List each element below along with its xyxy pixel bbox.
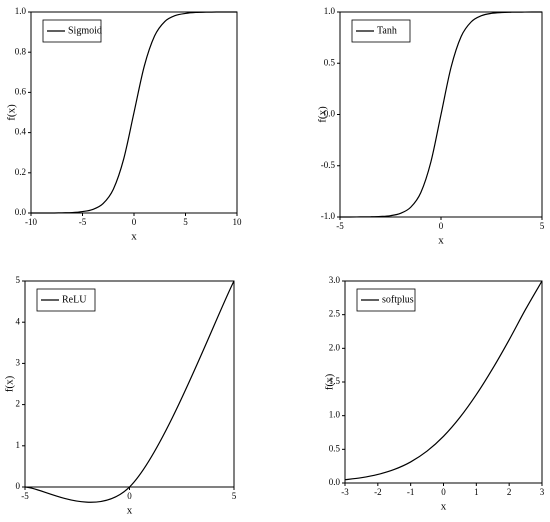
line-series [24, 280, 235, 503]
x-tick-label: 0 [132, 217, 137, 227]
y-tick-label: 1.0 [324, 6, 336, 16]
x-tick-label: 3 [540, 487, 545, 497]
y-axis-label: f(x) [6, 104, 18, 121]
legend-box [36, 288, 96, 312]
y-tick-label: 1.0 [329, 410, 341, 420]
y-tick-label: 5 [16, 275, 21, 285]
x-tick-label: -5 [79, 217, 87, 227]
x-tick-label: 5 [183, 217, 188, 227]
y-tick-label: 0.0 [15, 207, 27, 217]
legend-box [356, 288, 416, 312]
y-tick-label: 3.0 [329, 275, 341, 285]
y-tick-label: 3 [16, 357, 21, 367]
y-tick-label: 2.5 [329, 309, 341, 319]
x-axis-label: x [127, 505, 133, 517]
x-tick-label: -10 [25, 217, 37, 227]
y-tick-label: 4 [16, 316, 21, 326]
x-tick-label: -2 [374, 487, 382, 497]
y-axis-label: f(x) [324, 373, 336, 390]
legend-label: softplus [382, 294, 414, 305]
legend-label: ReLU [62, 294, 87, 305]
x-tick-label: 10 [233, 217, 243, 227]
plot-frame [24, 280, 235, 488]
x-axis-label: x [438, 235, 444, 247]
x-tick-label: 5 [232, 491, 237, 501]
x-tick-label: 0 [439, 221, 444, 231]
x-tick-label: -5 [336, 221, 344, 231]
legend-label: Sigmoid [68, 25, 102, 36]
y-tick-label: 0.5 [329, 443, 341, 453]
legend-label: Tanh [377, 25, 397, 36]
x-tick-label: 0 [441, 487, 446, 497]
x-tick-label: 1 [474, 487, 479, 497]
y-tick-label: 0.8 [15, 46, 27, 56]
y-tick-label: 2.0 [329, 342, 341, 352]
x-tick-label: -1 [407, 487, 415, 497]
y-tick-label: 0.5 [324, 57, 336, 67]
y-tick-label: 1.5 [329, 376, 341, 386]
x-axis-label: x [441, 501, 447, 513]
y-tick-label: 0.0 [329, 477, 341, 487]
y-axis-label: f(x) [4, 375, 16, 392]
y-tick-label: 0.4 [15, 127, 27, 137]
y-tick-label: -1.0 [321, 211, 336, 221]
y-tick-label: -0.5 [321, 160, 336, 170]
x-tick-label: -5 [21, 491, 29, 501]
x-axis-label: x [131, 231, 137, 243]
x-tick-label: -3 [341, 487, 349, 497]
y-tick-label: 0.6 [15, 86, 27, 96]
y-axis-label: f(x) [317, 106, 329, 123]
y-tick-label: 0 [16, 481, 21, 491]
y-tick-label: 1 [16, 440, 21, 450]
x-tick-label: 2 [507, 487, 512, 497]
legend-box [351, 19, 411, 43]
legend-box [42, 19, 102, 43]
y-tick-label: 0.0 [324, 109, 336, 119]
y-tick-label: 1.0 [15, 6, 27, 16]
y-tick-label: 0.2 [15, 167, 26, 177]
line-series [31, 11, 237, 214]
line-series [339, 11, 543, 218]
x-tick-label: 0 [127, 491, 132, 501]
line-series [344, 280, 543, 481]
x-tick-label: 5 [540, 221, 545, 231]
y-tick-label: 2 [16, 399, 21, 409]
